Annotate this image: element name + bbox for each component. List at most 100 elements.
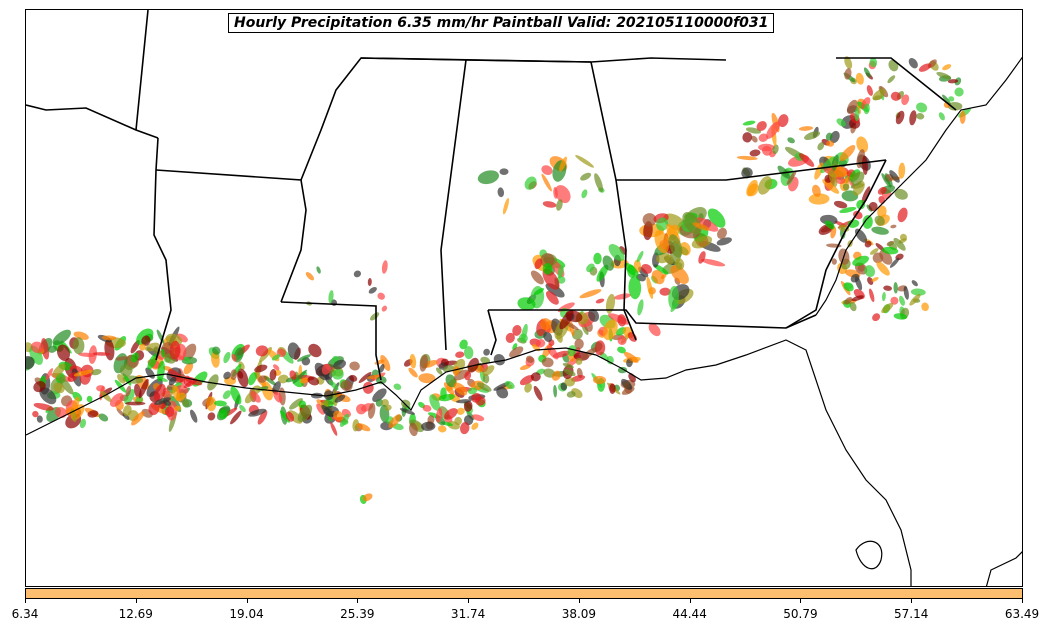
precip-blob (621, 378, 633, 390)
precip-blob (717, 227, 727, 239)
precip-blob (408, 367, 418, 378)
precip-blob (298, 400, 307, 409)
precip-blob (605, 293, 616, 314)
precip-blob (505, 332, 515, 343)
precip-blob (856, 199, 866, 210)
precip-blob (117, 374, 126, 384)
precip-blob (867, 277, 874, 285)
precip-blob (668, 285, 679, 310)
precip-blob (444, 408, 458, 420)
precip-blob (168, 376, 177, 386)
precip-blob (72, 337, 85, 355)
precip-blob (148, 401, 160, 416)
precip-blob (58, 376, 74, 395)
precip-blob (908, 58, 918, 69)
precip-blob (619, 246, 627, 255)
precip-blob (575, 357, 583, 365)
precip-blob (564, 377, 576, 387)
precip-blob (820, 214, 838, 225)
precip-blob (617, 336, 627, 345)
precip-blob (334, 394, 346, 403)
precip-blob (894, 188, 908, 200)
precip-blob (668, 234, 683, 258)
colorbar-tick (1022, 599, 1023, 603)
precip-blob (297, 404, 313, 423)
precip-blob (843, 282, 854, 290)
precip-blob (211, 351, 220, 368)
colorbar-tick-label: 57.14 (894, 607, 929, 621)
precip-blob (453, 369, 470, 381)
precip-blob (553, 187, 558, 199)
precip-blob (890, 91, 901, 101)
precip-blob (367, 278, 372, 286)
precip-blob (835, 176, 846, 185)
precip-blob (567, 345, 577, 357)
precip-blob (369, 312, 380, 321)
precip-blob (850, 273, 860, 283)
precip-blob (459, 422, 470, 435)
precip-blob (824, 220, 835, 230)
colorbar-tick (689, 599, 691, 603)
precip-blob (26, 356, 35, 370)
precip-blob (637, 299, 644, 316)
precip-blob (842, 183, 850, 191)
precip-blob (804, 131, 821, 140)
precip-blob (614, 293, 631, 300)
precip-blob (130, 352, 139, 363)
precip-blob (388, 414, 402, 429)
precip-blob (471, 422, 479, 430)
precip-blob (160, 348, 166, 358)
precip-blob (575, 155, 594, 168)
precip-blob (716, 237, 732, 246)
precip-blob (353, 270, 362, 278)
precip-blob (101, 335, 117, 341)
precip-blob (87, 410, 99, 418)
precip-blob (901, 94, 910, 106)
precip-blob (381, 399, 389, 407)
precip-blob (341, 420, 349, 425)
precip-blob (817, 142, 825, 151)
precip-blob (393, 383, 402, 391)
precip-blob (839, 206, 857, 214)
precip-blob (868, 288, 875, 303)
precip-blob (297, 354, 311, 362)
precip-blob (541, 165, 553, 175)
precip-blob (893, 237, 906, 251)
precip-blob (332, 369, 344, 380)
precip-blob (653, 264, 669, 275)
precip-blob (39, 387, 57, 405)
precip-blob (566, 391, 576, 398)
precip-blob (169, 340, 181, 360)
precip-blob (230, 410, 242, 425)
precip-blob (872, 88, 886, 101)
precip-blob (362, 493, 373, 502)
precip-blob (707, 208, 726, 228)
precip-blob (560, 382, 568, 391)
precip-blob (916, 102, 928, 113)
precip-blob (675, 258, 685, 270)
precip-blob (916, 113, 925, 120)
precip-blob (207, 374, 219, 391)
precip-blob (530, 270, 544, 285)
precip-blob (157, 360, 165, 382)
precip-blob (691, 235, 713, 249)
precip-blob (79, 418, 87, 429)
precip-blob (822, 179, 840, 194)
precip-blob (872, 313, 881, 322)
precip-blob (36, 415, 43, 423)
precip-blob (899, 295, 905, 306)
precip-blob (551, 370, 562, 381)
precip-blob (125, 385, 132, 397)
precip-blob (212, 346, 221, 355)
precip-blob (852, 255, 869, 267)
precip-blob (863, 67, 871, 78)
precip-blob (701, 258, 726, 267)
precip-blob (257, 410, 268, 425)
precip-blob (883, 285, 892, 291)
map-title: Hourly Precipitation 6.35 mm/hr Paintbal… (228, 13, 775, 33)
precip-blob (580, 172, 592, 181)
precip-blob (851, 171, 865, 186)
precip-blob (356, 423, 371, 432)
precip-blob (869, 248, 879, 255)
precip-blob (98, 413, 109, 422)
